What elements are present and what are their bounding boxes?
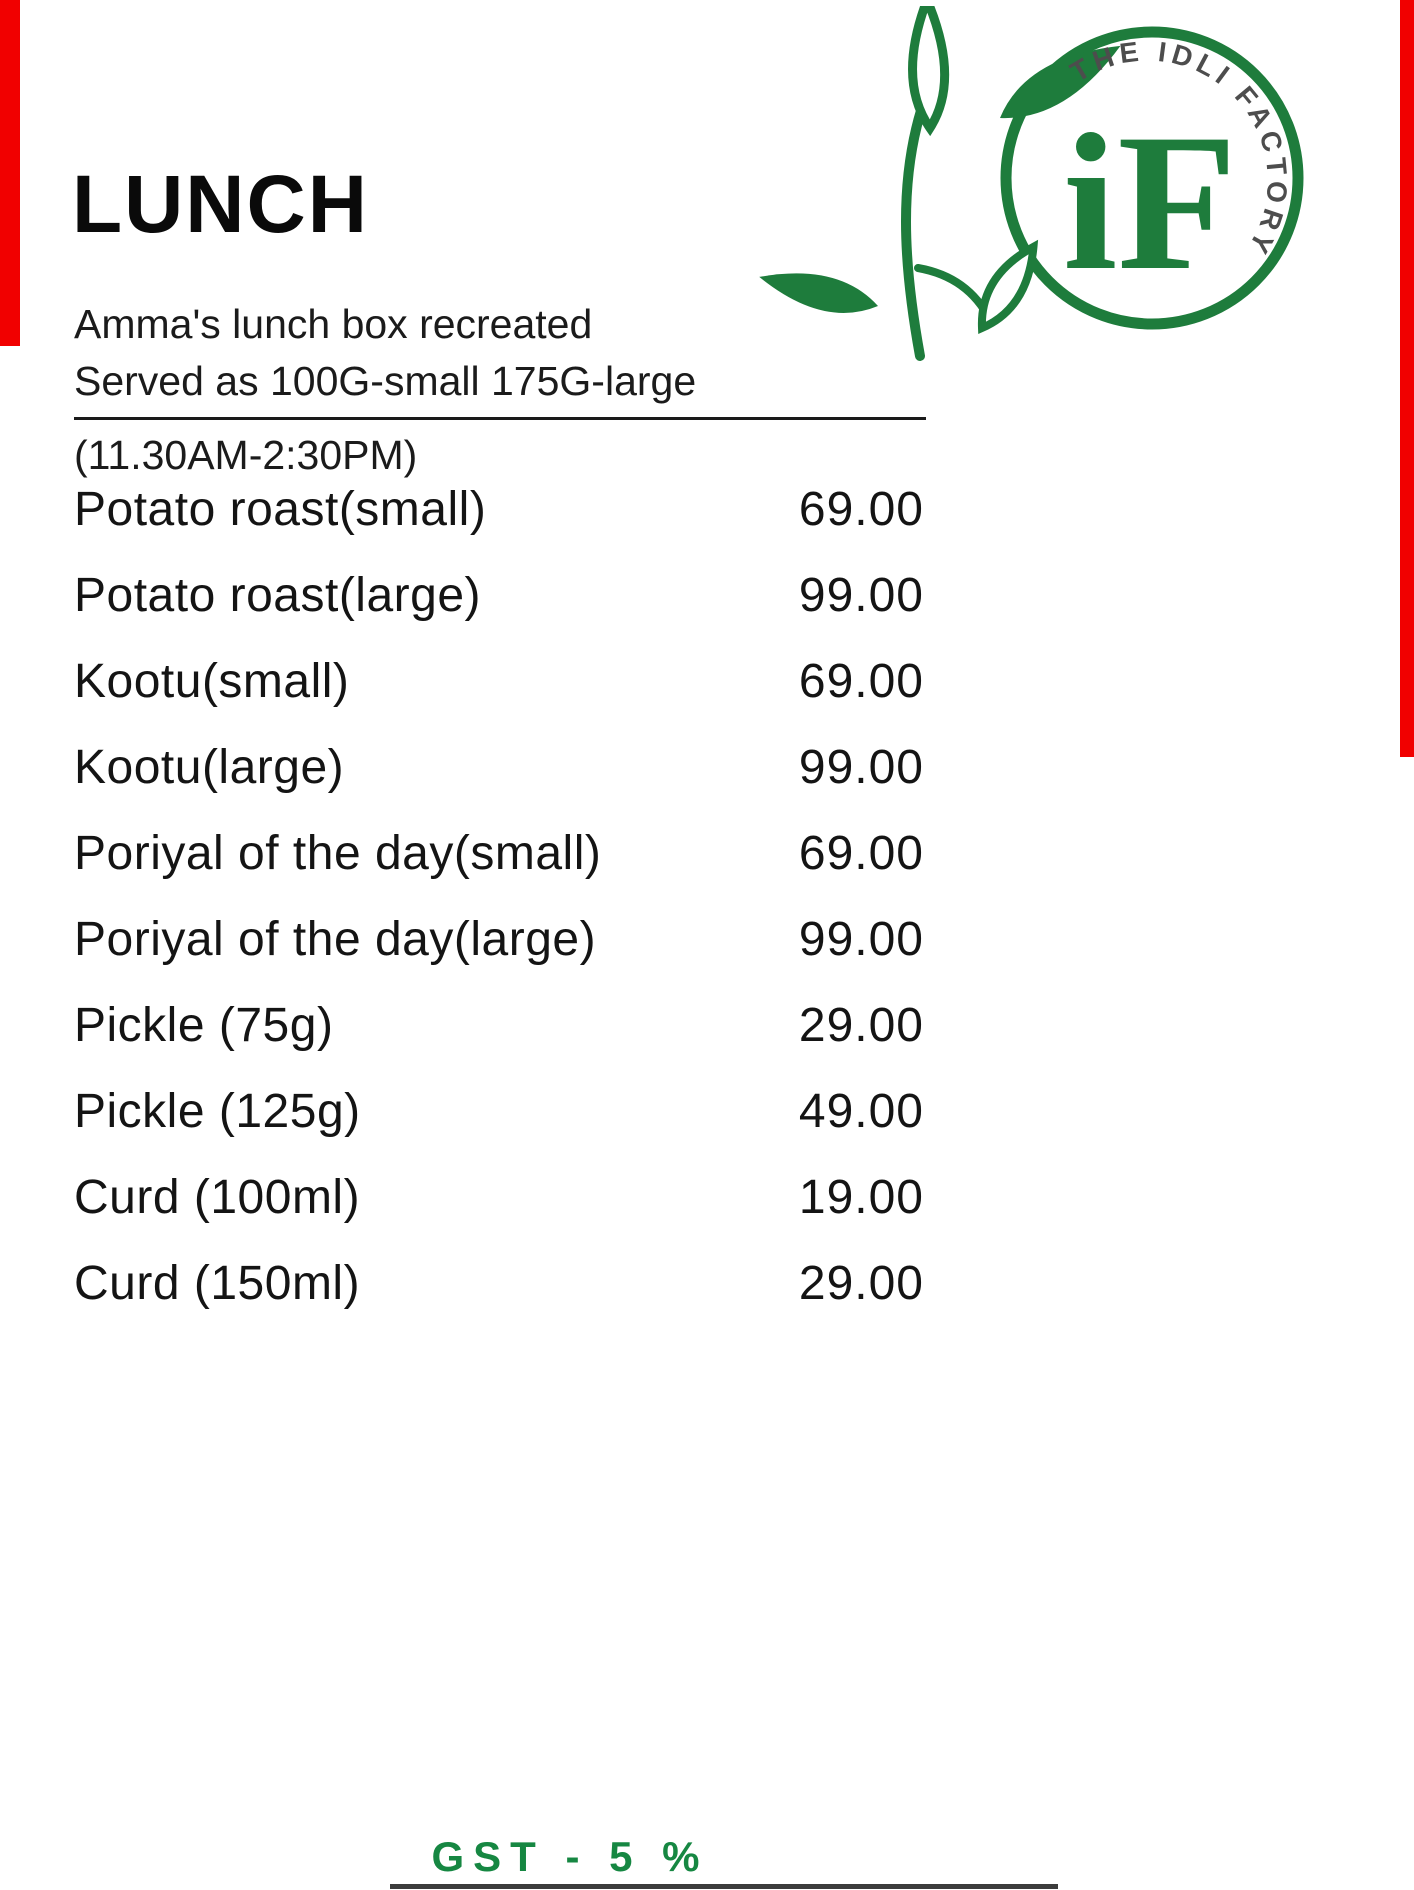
menu-row: Kootu(small) 69.00: [74, 638, 924, 724]
menu-row: Potato roast(small) 69.00: [74, 466, 924, 552]
menu-item-price: 49.00: [798, 1084, 924, 1138]
bottom-cutoff-line: [390, 1884, 1058, 1889]
menu-row: Curd (150ml) 29.00: [74, 1240, 924, 1326]
menu-row: Poriyal of the day(small) 69.00: [74, 810, 924, 896]
menu-item-name: Potato roast(small): [74, 482, 487, 536]
idli-factory-logo: THE IDLI FACTORY iF: [759, 6, 1304, 361]
menu-row: Potato roast(large) 99.00: [74, 552, 924, 638]
leaf-outline-upper-icon: [908, 6, 950, 137]
leaf-solid-left-icon: [759, 273, 878, 313]
leaf-solid-top-icon: [1000, 45, 1121, 119]
menu-item-name: Poriyal of the day(large): [74, 912, 597, 966]
menu-row: Pickle (75g) 29.00: [74, 982, 924, 1068]
menu-row: Poriyal of the day(large) 99.00: [74, 896, 924, 982]
menu-item-price: 99.00: [798, 568, 924, 622]
left-red-accent-bar: [0, 0, 20, 346]
menu-row: Curd (100ml) 19.00: [74, 1154, 924, 1240]
menu-item-price: 99.00: [798, 912, 924, 966]
subtitle-line2: Served as 100G-small 175G-large: [74, 353, 926, 420]
logo-monogram: iF: [1063, 94, 1237, 311]
menu-item-price: 69.00: [798, 654, 924, 708]
menu-item-name: Poriyal of the day(small): [74, 826, 602, 880]
menu-item-name: Pickle (75g): [74, 998, 334, 1052]
menu-item-name: Kootu(small): [74, 654, 350, 708]
gst-note: GST - 5 %: [431, 1833, 709, 1880]
menu-row: Kootu(large) 99.00: [74, 724, 924, 810]
page-title: LUNCH: [72, 159, 369, 250]
leaf-outline-lower-icon: [977, 239, 1039, 334]
menu-item-price: 99.00: [798, 740, 924, 794]
menu-item-price: 69.00: [798, 826, 924, 880]
menu-item-name: Pickle (125g): [74, 1084, 361, 1138]
menu-row: Pickle (125g) 49.00: [74, 1068, 924, 1154]
leaf-stem: [901, 85, 933, 361]
menu-item-name: Curd (150ml): [74, 1256, 361, 1310]
menu-item-price: 29.00: [798, 1256, 924, 1310]
menu-item-price: 29.00: [798, 998, 924, 1052]
menu-item-name: Potato roast(large): [74, 568, 482, 622]
menu-item-price: 69.00: [798, 482, 924, 536]
menu-item-price: 19.00: [798, 1170, 924, 1224]
subtitle-line1: Amma's lunch box recreated: [74, 301, 593, 347]
subtitle-block: Amma's lunch box recreated Served as 100…: [74, 296, 926, 484]
menu-item-name: Kootu(large): [74, 740, 345, 794]
logo-circle: [1000, 26, 1304, 330]
menu-list: Potato roast(small) 69.00 Potato roast(lar…: [74, 466, 924, 1326]
menu-item-name: Curd (100ml): [74, 1170, 361, 1224]
right-red-accent-bar: [1400, 0, 1414, 757]
serving-hours: (11.30AM-2:30PM): [74, 432, 418, 478]
logo-leaves: [759, 6, 1121, 361]
